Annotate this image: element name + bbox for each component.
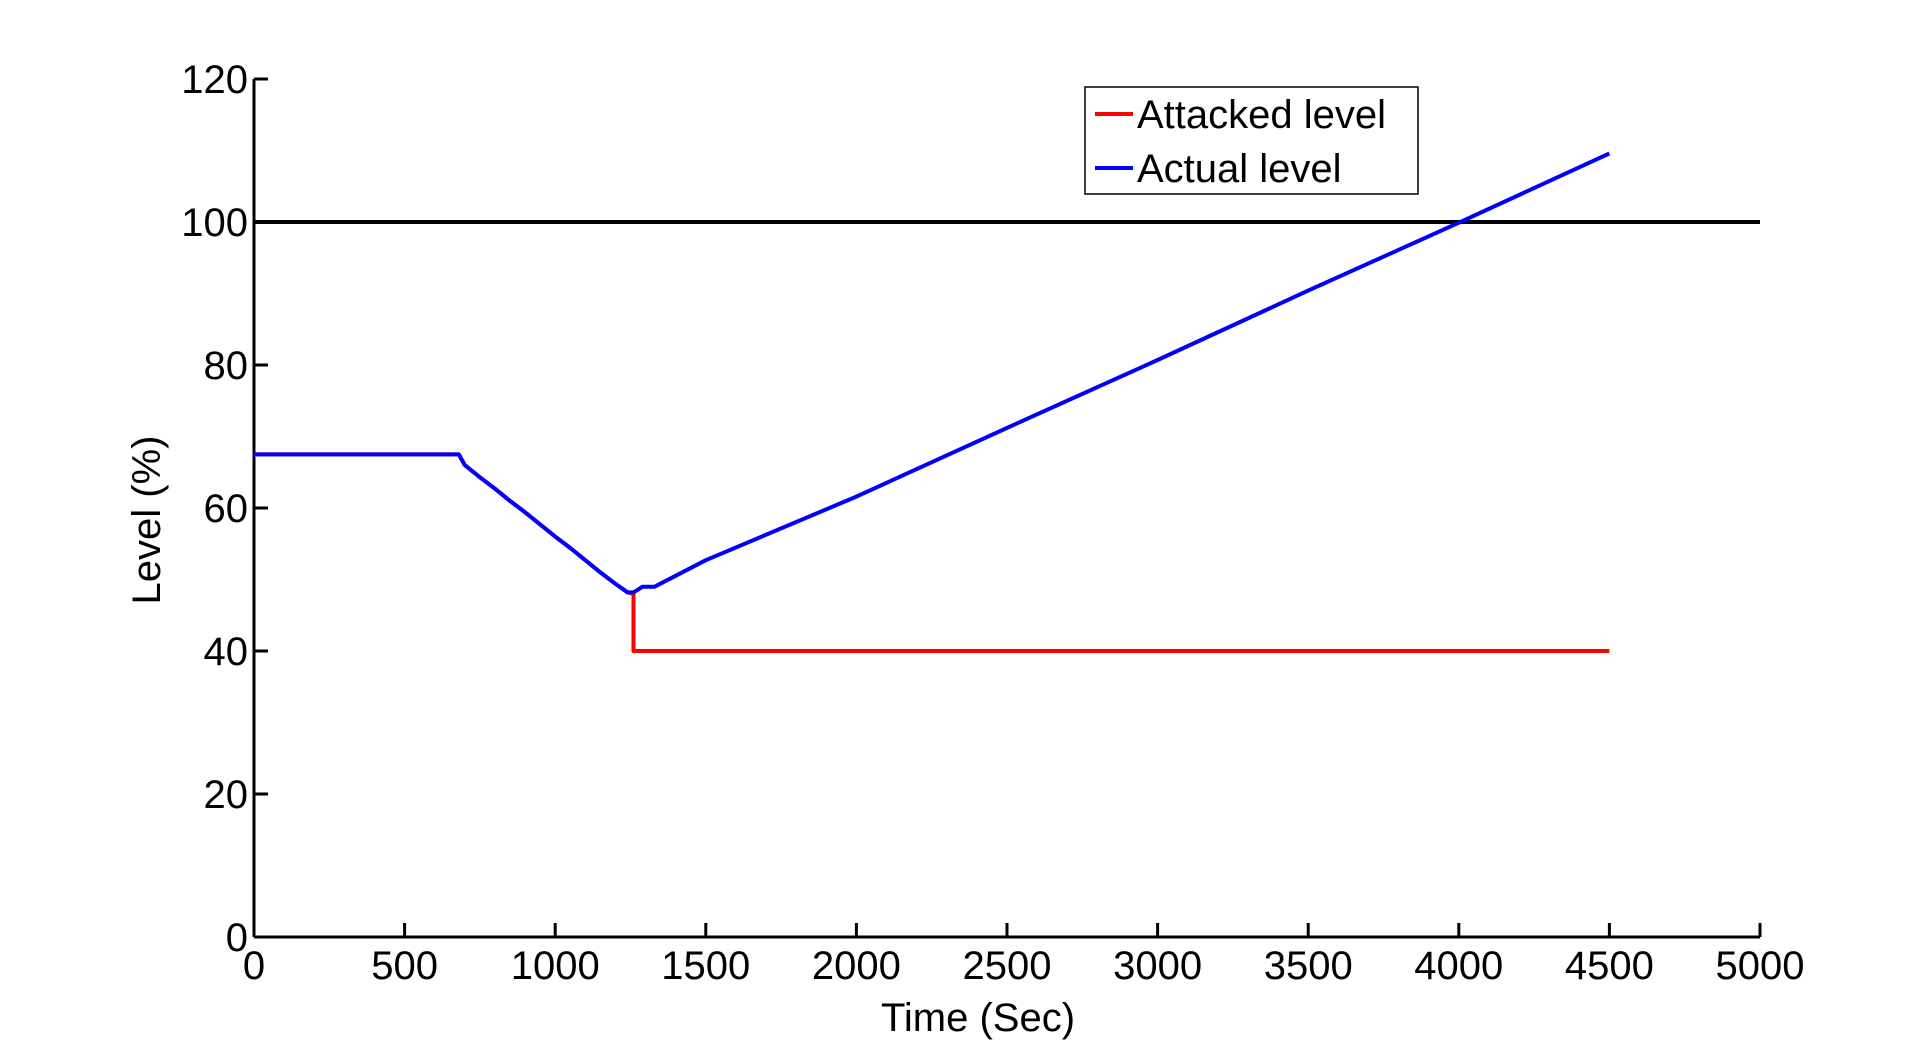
- x-tick-label: 4500: [1565, 944, 1654, 988]
- x-tick-label: 3500: [1264, 944, 1353, 988]
- y-tick-label: 0: [226, 916, 248, 960]
- y-tick-label: 100: [181, 201, 248, 245]
- x-tick-label: 500: [371, 944, 438, 988]
- legend-box: [1084, 86, 1419, 195]
- x-axis-label: Time (Sec): [881, 996, 1075, 1040]
- ticks: 0 500 1000 1500 2000 2500 3000 3500 4000 4500 5000…: [181, 58, 1804, 988]
- x-tick-label: 0: [243, 944, 265, 988]
- y-tick-label: 20: [204, 773, 249, 817]
- y-tick-label: 120: [181, 58, 248, 102]
- y-axis-label: Level (%): [125, 436, 169, 605]
- legend-label: Actual level: [1137, 147, 1342, 191]
- x-tick-label: 1000: [511, 944, 600, 988]
- x-tick-label: 2500: [963, 944, 1052, 988]
- legend-label: Attacked level: [1137, 93, 1386, 137]
- series-line-actual-level: [254, 151, 1611, 595]
- axes: [252, 79, 1760, 939]
- x-tick-label: 3000: [1113, 944, 1202, 988]
- series-line-attacked-level: [254, 452, 1610, 653]
- x-tick-label: 2000: [812, 944, 901, 988]
- y-tick-label: 80: [204, 344, 249, 388]
- y-tick-label: 60: [204, 487, 249, 531]
- series-lines: [254, 151, 1760, 653]
- legend: Attacked level Actual level: [1084, 86, 1419, 195]
- y-tick-label: 40: [204, 630, 249, 674]
- x-tick-label: 5000: [1716, 944, 1805, 988]
- x-tick-label: 4000: [1414, 944, 1503, 988]
- x-tick-label: 1500: [661, 944, 750, 988]
